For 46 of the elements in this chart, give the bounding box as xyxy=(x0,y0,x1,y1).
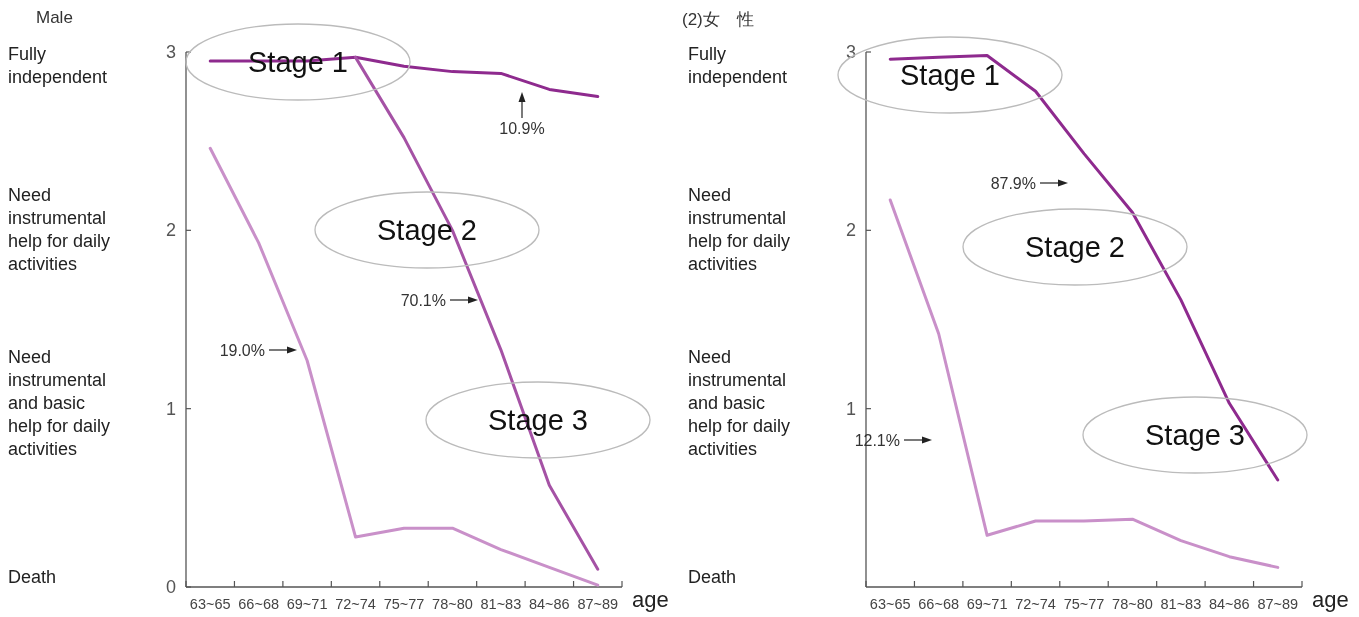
x-tick-label: 63~65 xyxy=(869,596,911,612)
x-axis-title: age xyxy=(632,587,669,612)
x-tick-label: 78~80 xyxy=(432,596,473,612)
text: Need instrumental help for daily activities xyxy=(688,184,792,276)
text: Death xyxy=(688,565,738,589)
annotation: Stage 2 xyxy=(377,214,477,246)
annotation: 12.1% xyxy=(854,431,900,449)
annotation: 70.1% xyxy=(400,291,446,309)
text: (2)女 性 xyxy=(682,9,754,31)
text: Need instrumental and basic help for daily activities xyxy=(688,345,792,461)
y-tick-label: 3 xyxy=(165,42,176,62)
x-tick-label: 75~77 xyxy=(383,596,425,612)
text: Fully independent xyxy=(8,43,109,89)
y-tick-label: 2 xyxy=(165,220,176,241)
x-tick-label: 81~83 xyxy=(1160,596,1202,612)
x-axis-title: age xyxy=(1312,587,1349,612)
x-tick-label: 78~80 xyxy=(1112,596,1153,612)
annotation: Stage 2 xyxy=(1025,231,1125,263)
y-tick-label: 1 xyxy=(845,398,856,419)
x-tick-label: 69~71 xyxy=(966,596,1008,612)
text: Need instrumental help for daily activities xyxy=(8,184,112,276)
y-tick-label: 2 xyxy=(845,220,856,241)
x-tick-label: 87~89 xyxy=(1257,596,1299,612)
x-tick-label: 72~74 xyxy=(335,596,376,612)
x-tick-label: 72~74 xyxy=(1015,596,1056,612)
x-tick-label: 69~71 xyxy=(286,596,328,612)
y-tick-label: 3 xyxy=(845,42,856,62)
annotation: Stage 1 xyxy=(900,59,1000,91)
chart-title: Male xyxy=(36,8,73,28)
x-tick-label: 63~65 xyxy=(189,596,231,612)
text: Death xyxy=(8,565,58,589)
x-tick-label: 84~86 xyxy=(1208,596,1250,612)
x-tick-label: 66~68 xyxy=(918,596,960,612)
x-tick-label: 81~83 xyxy=(480,596,522,612)
text: Need instrumental and basic help for daily activities xyxy=(8,345,112,461)
x-tick-label: 66~68 xyxy=(238,596,280,612)
annotation: 10.9% xyxy=(499,120,545,137)
annotation: 19.0% xyxy=(219,341,265,359)
annotation: 87.9% xyxy=(990,174,1036,192)
annotation: Stage 3 xyxy=(1145,419,1245,451)
text: Fully independent xyxy=(688,43,789,89)
x-tick-label: 87~89 xyxy=(577,596,619,612)
y-tick-label: 0 xyxy=(165,577,176,597)
x-tick-label: 75~77 xyxy=(1063,596,1105,612)
y-tick-label: 1 xyxy=(165,398,176,419)
x-tick-label: 84~86 xyxy=(528,596,570,612)
